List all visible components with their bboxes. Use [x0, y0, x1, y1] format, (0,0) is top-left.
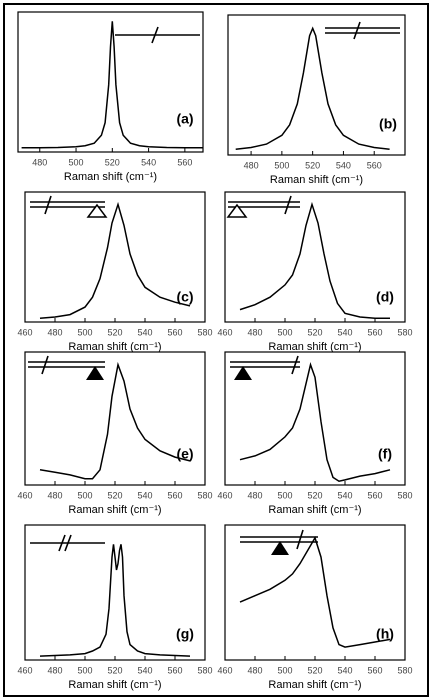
- x-tick-label: 580: [197, 665, 212, 675]
- x-tick-label: 580: [197, 490, 212, 500]
- x-tick-label: 480: [247, 327, 262, 337]
- spectrum-line: [235, 26, 390, 151]
- spectrum-line: [39, 361, 191, 480]
- x-tick-label: 520: [307, 490, 322, 500]
- x-tick-label: 540: [337, 490, 352, 500]
- x-tick-label: 460: [17, 490, 32, 500]
- x-tick-label: 480: [244, 160, 259, 170]
- x-tick-label: 520: [107, 490, 122, 500]
- x-tick-label: 460: [217, 327, 232, 337]
- x-tick-label: 480: [47, 327, 62, 337]
- x-tick-label: 480: [32, 157, 47, 167]
- x-tick-label: 580: [397, 665, 412, 675]
- spectrum-line: [239, 536, 391, 648]
- schematics: [28, 21, 400, 555]
- spectrum-line: [239, 201, 390, 320]
- x-tick-label: 520: [107, 665, 122, 675]
- x-axis-label: Raman shift (cm⁻¹): [268, 679, 361, 691]
- spectrum-line: [39, 201, 191, 320]
- panel-label: (d): [376, 289, 394, 305]
- x-tick-label: 500: [69, 157, 84, 167]
- x-axis-label: Raman shift (cm⁻¹): [268, 341, 361, 353]
- panel-label: (c): [176, 289, 193, 305]
- x-axis-label: Raman shift (cm⁻¹): [268, 504, 361, 516]
- x-tick-label: 560: [367, 490, 382, 500]
- x-tick-label: 560: [167, 327, 182, 337]
- plot-frame: [224, 351, 406, 486]
- x-tick-label: 560: [367, 327, 382, 337]
- x-tick-label: 460: [17, 327, 32, 337]
- panel-label: (a): [176, 111, 193, 127]
- x-tick-label: 480: [247, 665, 262, 675]
- plot-frame: [17, 11, 204, 153]
- x-tick-label: 480: [47, 665, 62, 675]
- x-tick-label: 480: [247, 490, 262, 500]
- x-tick-label: 520: [107, 327, 122, 337]
- x-tick-label: 500: [277, 327, 292, 337]
- panel-label: (f): [378, 446, 392, 462]
- spectrum-line: [239, 362, 391, 482]
- x-tick-label: 500: [77, 327, 92, 337]
- x-tick-label: 520: [307, 665, 322, 675]
- panel-label: (b): [379, 116, 397, 132]
- x-tick-label: 500: [277, 665, 292, 675]
- x-axis-label: Raman shift (cm⁻¹): [270, 174, 363, 186]
- x-tick-label: 500: [274, 160, 289, 170]
- x-axis-label: Raman shift (cm⁻¹): [64, 171, 157, 183]
- x-tick-label: 540: [337, 665, 352, 675]
- x-tick-label: 520: [307, 327, 322, 337]
- panel-label: (h): [376, 626, 394, 642]
- x-tick-label: 540: [141, 157, 156, 167]
- x-tick-label: 520: [105, 157, 120, 167]
- x-tick-label: 580: [397, 490, 412, 500]
- x-tick-label: 540: [336, 160, 351, 170]
- x-tick-label: 520: [305, 160, 320, 170]
- x-tick-label: 500: [277, 490, 292, 500]
- x-axis-label: Raman shift (cm⁻¹): [68, 504, 161, 516]
- x-tick-label: 460: [217, 490, 232, 500]
- panel-label: (g): [176, 626, 194, 642]
- x-tick-label: 560: [167, 665, 182, 675]
- x-tick-label: 560: [367, 665, 382, 675]
- x-tick-label: 560: [367, 160, 382, 170]
- x-tick-label: 580: [397, 327, 412, 337]
- x-tick-label: 580: [197, 327, 212, 337]
- plot-frame: [24, 351, 206, 486]
- x-tick-label: 500: [77, 665, 92, 675]
- spectrum-line: [21, 21, 203, 149]
- x-tick-label: 560: [177, 157, 192, 167]
- x-tick-label: 460: [217, 665, 232, 675]
- plot-frame: [227, 14, 406, 156]
- spectrum-line: [39, 544, 191, 657]
- x-tick-label: 540: [137, 665, 152, 675]
- x-tick-label: 540: [337, 327, 352, 337]
- x-tick-label: 460: [17, 665, 32, 675]
- x-tick-label: 540: [137, 490, 152, 500]
- x-tick-label: 500: [77, 490, 92, 500]
- panel-label: (e): [176, 446, 193, 462]
- x-tick-label: 480: [47, 490, 62, 500]
- figure-border: [3, 3, 429, 697]
- x-axis-label: Raman shift (cm⁻¹): [68, 679, 161, 691]
- x-axis-label: Raman shift (cm⁻¹): [68, 341, 161, 353]
- x-tick-label: 540: [137, 327, 152, 337]
- x-tick-label: 560: [167, 490, 182, 500]
